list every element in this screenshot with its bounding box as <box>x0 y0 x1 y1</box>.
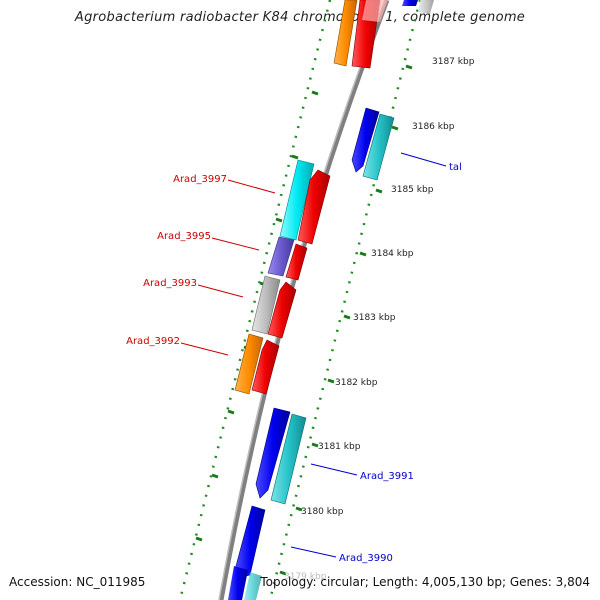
gene-label-arad-3995: Arad_3995 <box>157 231 211 242</box>
gene-arad-3997-cyan <box>279 159 315 241</box>
gene-label-arad-3991: Arad_3991 <box>360 471 414 482</box>
tick-label: 3186 kbp <box>412 122 455 132</box>
map-title: Agrobacterium radiobacter K84 chromosome… <box>74 10 526 25</box>
accession-text: Accession: NC_011985 <box>9 575 146 589</box>
gene-pink-top <box>362 0 388 22</box>
gene-teal-bottom <box>244 572 262 600</box>
gene-red-3997 <box>297 169 331 245</box>
gene-label-arad-3993: Arad_3993 <box>143 278 197 289</box>
gene-label-arad-3990: Arad_3990 <box>339 553 393 564</box>
gene-orange-top <box>333 0 358 67</box>
gene-arad-3993-gray <box>251 275 281 335</box>
left-strand-genes[interactable] <box>234 0 388 395</box>
gene-gray-top <box>418 0 434 14</box>
tick-label: 3187 kbp <box>432 57 475 67</box>
left-gene-labels[interactable]: Arad_3997 Arad_3995 Arad_3993 Arad_3992 <box>126 174 276 356</box>
gene-red-3993 <box>267 281 297 339</box>
gene-label-arad-3997: Arad_3997 <box>173 174 227 185</box>
right-gene-labels[interactable]: tal Arad_3991 Arad_3990 <box>290 152 462 564</box>
gene-label-tal: tal <box>449 162 462 173</box>
gene-tal-blue <box>351 107 380 173</box>
gene-blue-top <box>402 0 418 6</box>
tick-label: 3184 kbp <box>371 249 414 259</box>
gene-teal-tal <box>362 113 395 181</box>
gene-arad-3990-blue <box>235 505 266 579</box>
gene-label-arad-3992: Arad_3992 <box>126 336 180 347</box>
tick-label: 3182 kbp <box>335 378 378 388</box>
gene-red-3995 <box>285 243 308 281</box>
leader-line <box>180 342 229 356</box>
gene-red-3992 <box>251 339 280 395</box>
gene-blue-bottom <box>228 566 248 600</box>
leader-line <box>227 179 276 194</box>
leader-line <box>197 284 244 298</box>
gene-arad-3991-blue <box>255 407 291 499</box>
genome-summary-text: Topology: circular; Length: 4,005,130 bp… <box>260 575 590 589</box>
leader-line <box>400 152 447 167</box>
leader-line <box>211 237 260 251</box>
tick-label: 3181 kbp <box>318 442 361 452</box>
tick-label: 3183 kbp <box>353 313 396 323</box>
tick-label: 3185 kbp <box>391 185 434 195</box>
tick-label-faded: 3179 kbp <box>284 572 327 582</box>
right-strand-genes[interactable] <box>228 0 434 600</box>
tick-labels: 3187 kbp 3186 kbp 3185 kbp 3184 kbp 3183… <box>284 57 475 582</box>
leader-line <box>310 463 358 476</box>
gene-teal-3991 <box>270 413 307 505</box>
gene-arad-3992-orange <box>234 333 264 395</box>
gene-arad-3995-purple <box>267 236 295 277</box>
tick-label: 3180 kbp <box>301 507 344 517</box>
leader-line <box>290 546 337 558</box>
